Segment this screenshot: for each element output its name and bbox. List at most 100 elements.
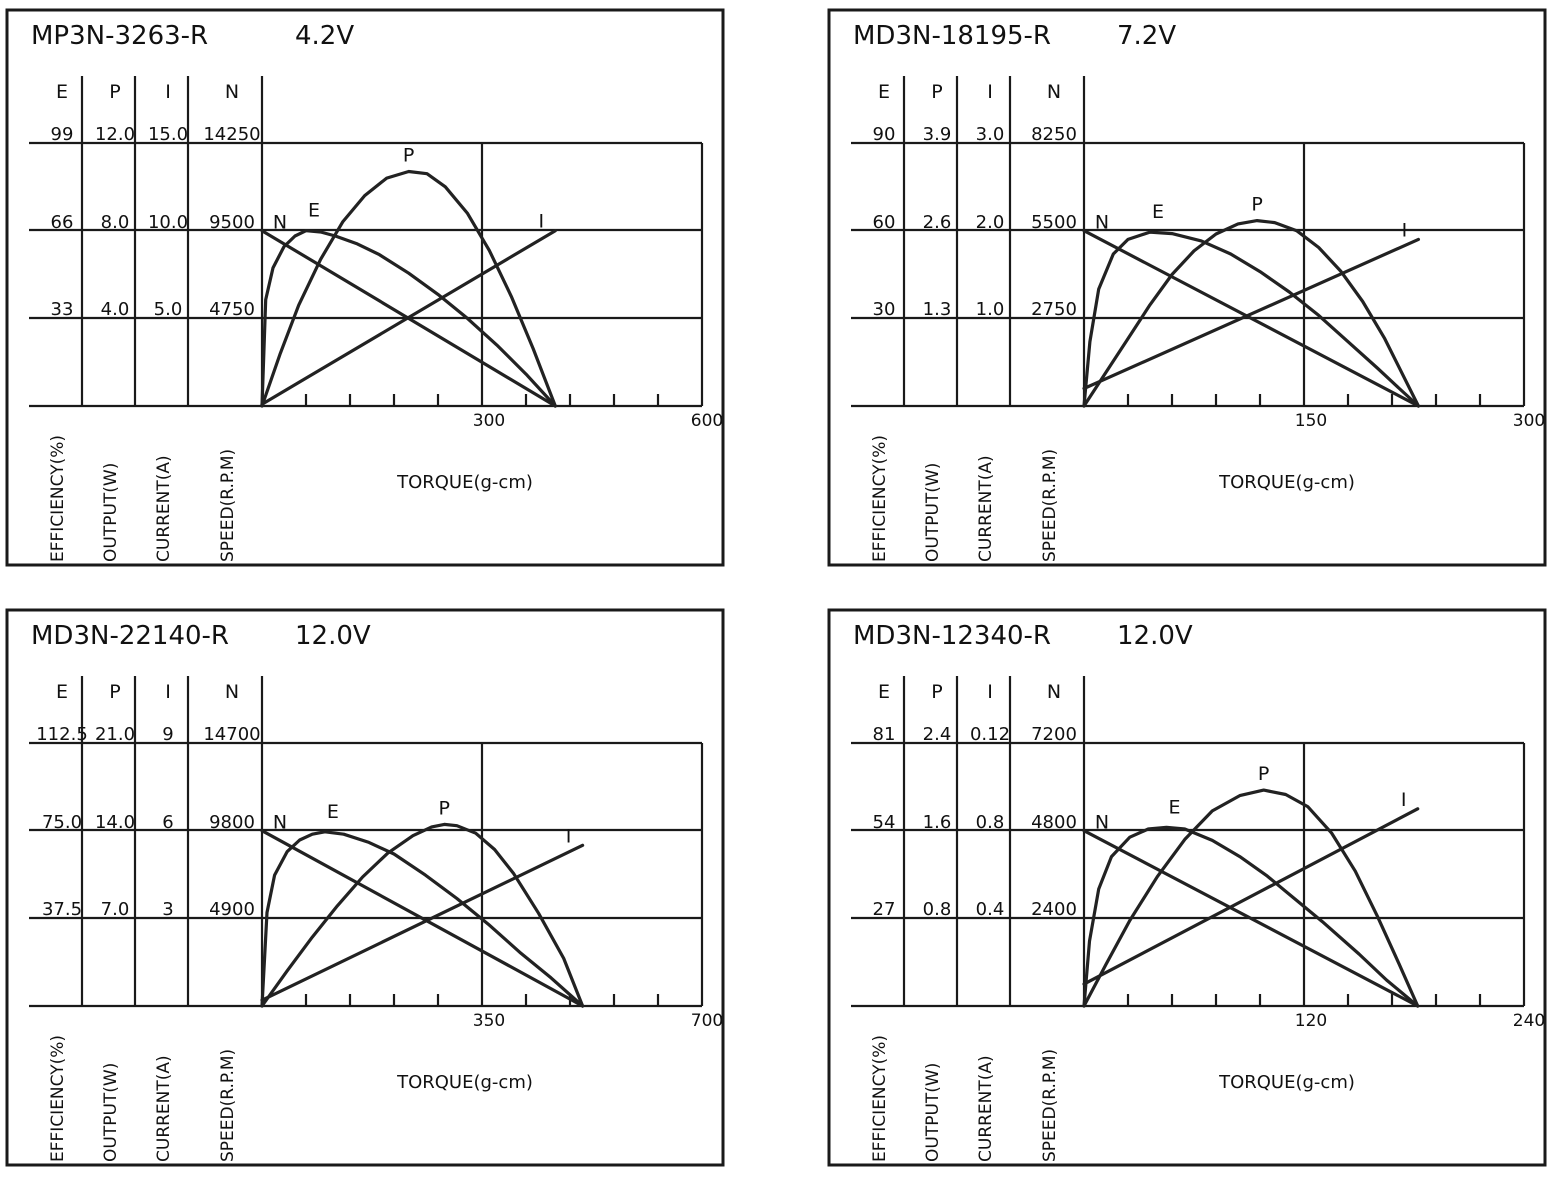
scale-i-2: 2.0 — [976, 212, 1005, 233]
column-header-i: I — [165, 81, 171, 103]
scale-n-3: 4750 — [209, 299, 255, 320]
scale-p-2: 14.0 — [95, 812, 135, 833]
axis-label-1: OUTPUT(W) — [923, 463, 943, 562]
chart-title: MD3N-22140-R — [31, 621, 229, 651]
scale-n-2: 4800 — [1031, 812, 1077, 833]
axis-label-3: SPEED(R.P.M) — [218, 449, 238, 562]
scale-e-1: 81 — [873, 724, 896, 745]
scale-p-1: 2.4 — [923, 724, 952, 745]
axis-label-1: OUTPUT(W) — [101, 463, 121, 562]
axis-label-0: EFFICIENCY(%) — [48, 435, 68, 562]
chart-title: MP3N-3263-R — [31, 21, 208, 51]
column-header-n: N — [1047, 681, 1061, 703]
series-n-label: N — [273, 212, 287, 234]
series-p-line — [1082, 219, 1421, 408]
scale-e-2: 66 — [51, 212, 74, 233]
scale-i-2: 10.0 — [148, 212, 188, 233]
scale-p-3: 7.0 — [101, 899, 130, 920]
scale-p-3: 0.8 — [923, 899, 952, 920]
scale-e-2: 60 — [873, 212, 896, 233]
x-tick-label-max: 600 — [691, 411, 723, 431]
series-p-line — [260, 169, 557, 408]
scale-n-2: 9500 — [209, 212, 255, 233]
scale-n-3: 2400 — [1031, 899, 1077, 920]
axis-label-3: SPEED(R.P.M) — [218, 1049, 238, 1162]
panel-frame — [827, 8, 1547, 567]
scale-n-1: 14250 — [203, 124, 260, 145]
x-tick-label-mid: 150 — [1295, 411, 1327, 431]
series-i-line — [260, 843, 585, 1002]
series-n-line — [1082, 829, 1420, 1008]
series-i-line — [260, 229, 557, 406]
scale-n-3: 2750 — [1031, 299, 1077, 320]
series-e-line — [1082, 825, 1420, 1008]
chart-title: MD3N-18195-R — [853, 21, 1051, 51]
series-e-line — [1082, 230, 1421, 408]
series-e-line — [260, 830, 585, 1008]
axis-label-2: CURRENT(A) — [154, 455, 174, 562]
panel-frame — [5, 8, 725, 567]
chart-voltage: 7.2V — [1117, 21, 1176, 51]
x-axis-label: TORQUE(g-cm) — [396, 472, 533, 493]
series-i-label: I — [1401, 789, 1407, 811]
series-i-label: I — [566, 825, 572, 847]
column-header-i: I — [987, 81, 993, 103]
scale-i-2: 0.8 — [976, 812, 1005, 833]
column-header-p: P — [931, 681, 942, 703]
series-n-line — [1082, 229, 1421, 408]
scale-i-1: 3.0 — [976, 124, 1005, 145]
series-p-label: P — [439, 797, 450, 819]
scale-i-3: 3 — [162, 899, 173, 920]
chart-voltage: 12.0V — [295, 621, 371, 651]
scale-e-3: 30 — [873, 299, 896, 320]
series-n-label: N — [273, 812, 287, 834]
scale-e-3: 37.5 — [42, 899, 82, 920]
scale-p-1: 12.0 — [95, 124, 135, 145]
column-header-e: E — [878, 81, 890, 103]
column-header-n: N — [225, 81, 239, 103]
scale-e-1: 99 — [51, 124, 74, 145]
axis-label-2: CURRENT(A) — [976, 455, 996, 562]
column-header-i: I — [165, 681, 171, 703]
x-axis-label: TORQUE(g-cm) — [1218, 472, 1355, 493]
column-header-p: P — [109, 81, 120, 103]
panel-frame — [827, 608, 1547, 1167]
column-header-n: N — [1047, 81, 1061, 103]
scale-e-1: 90 — [873, 124, 896, 145]
chart-voltage: 4.2V — [295, 21, 354, 51]
x-axis-label: TORQUE(g-cm) — [1218, 1072, 1355, 1093]
scale-e-2: 54 — [873, 812, 896, 833]
series-i-line — [1082, 807, 1420, 986]
axis-label-1: OUTPUT(W) — [101, 1063, 121, 1162]
axis-label-0: EFFICIENCY(%) — [870, 1035, 890, 1162]
scale-i-1: 9 — [162, 724, 173, 745]
series-e-label: E — [1152, 201, 1164, 223]
series-p-label: P — [1251, 194, 1262, 216]
axis-label-2: CURRENT(A) — [154, 1055, 174, 1162]
axis-label-3: SPEED(R.P.M) — [1040, 1049, 1060, 1162]
scale-n-3: 4900 — [209, 899, 255, 920]
series-p-label: P — [1258, 763, 1269, 785]
series-n-line — [260, 829, 585, 1008]
scale-i-2: 6 — [162, 812, 173, 833]
x-tick-label-max: 240 — [1513, 1011, 1545, 1031]
axis-label-2: CURRENT(A) — [976, 1055, 996, 1162]
scale-p-3: 4.0 — [101, 299, 130, 320]
series-i-label: I — [539, 211, 545, 233]
axis-label-0: EFFICIENCY(%) — [870, 435, 890, 562]
scale-p-2: 2.6 — [923, 212, 952, 233]
series-i-line — [1082, 237, 1421, 391]
scale-p-1: 3.9 — [923, 124, 952, 145]
x-tick-label-mid: 120 — [1295, 1011, 1327, 1031]
x-tick-label-mid: 350 — [473, 1011, 505, 1031]
column-header-e: E — [878, 681, 890, 703]
scale-n-1: 14700 — [203, 724, 260, 745]
column-header-e: E — [56, 81, 68, 103]
scale-n-2: 9800 — [209, 812, 255, 833]
scale-i-1: 15.0 — [148, 124, 188, 145]
scale-i-3: 0.4 — [976, 899, 1005, 920]
series-n-label: N — [1095, 812, 1109, 834]
series-e-line — [260, 229, 557, 408]
axis-label-0: EFFICIENCY(%) — [48, 1035, 68, 1162]
